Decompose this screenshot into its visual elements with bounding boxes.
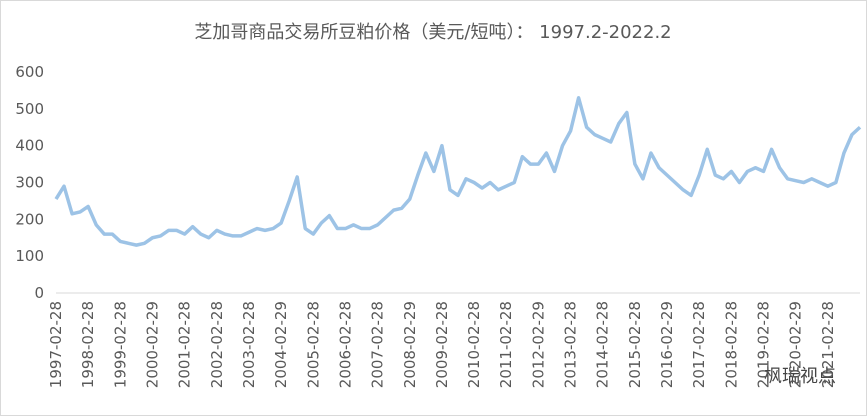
x-tick-label: 2012-02-29 [529, 301, 547, 388]
y-tick-label: 600 [15, 63, 44, 81]
x-tick-label: 2005-02-28 [304, 301, 322, 388]
chart-title: 芝加哥商品交易所豆粕价格（美元/短吨）： 1997.2-2022.2 [194, 22, 671, 43]
x-tick-label: 2007-02-28 [369, 301, 387, 388]
x-tick-label: 2014-02-28 [594, 301, 612, 388]
x-tick-label: 2008-02-29 [401, 301, 419, 388]
x-tick-label: 2019-02-28 [755, 301, 773, 388]
x-tick-label: 2021-02-28 [819, 301, 837, 388]
x-tick-label: 1999-02-28 [111, 301, 129, 388]
x-tick-label: 2006-02-28 [336, 301, 354, 388]
y-tick-label: 500 [15, 100, 44, 118]
x-tick-label: 1998-02-28 [79, 301, 97, 388]
x-tick-label: 2020-02-29 [787, 301, 805, 388]
y-tick-label: 0 [34, 284, 44, 302]
x-tick-label: 2004-02-29 [272, 301, 290, 388]
x-tick-label: 2000-02-29 [143, 301, 161, 388]
watermark: 枫瑞视点 [764, 366, 836, 387]
x-tick-label: 2002-02-28 [208, 301, 226, 388]
x-tick-label: 2016-02-29 [658, 301, 676, 388]
x-tick-label: 2009-02-28 [433, 301, 451, 388]
x-tick-label: 2011-02-28 [497, 301, 515, 388]
y-tick-label: 400 [15, 137, 44, 155]
x-tick-label: 1997-02-28 [47, 301, 65, 388]
y-tick-label: 100 [15, 247, 44, 265]
data-line [54, 96, 862, 247]
x-tick-label: 2015-02-28 [626, 301, 644, 388]
y-tick-label: 200 [15, 210, 44, 228]
x-tick-label: 2001-02-28 [176, 301, 194, 388]
x-tick-label: 2003-02-28 [240, 301, 258, 388]
x-tick-label: 2018-02-28 [722, 301, 740, 388]
y-tick-label: 300 [15, 174, 44, 192]
x-tick-label: 2010-02-28 [465, 301, 483, 388]
x-tick-label: 2017-02-28 [690, 301, 708, 388]
x-tick-label: 2013-02-28 [562, 301, 580, 388]
